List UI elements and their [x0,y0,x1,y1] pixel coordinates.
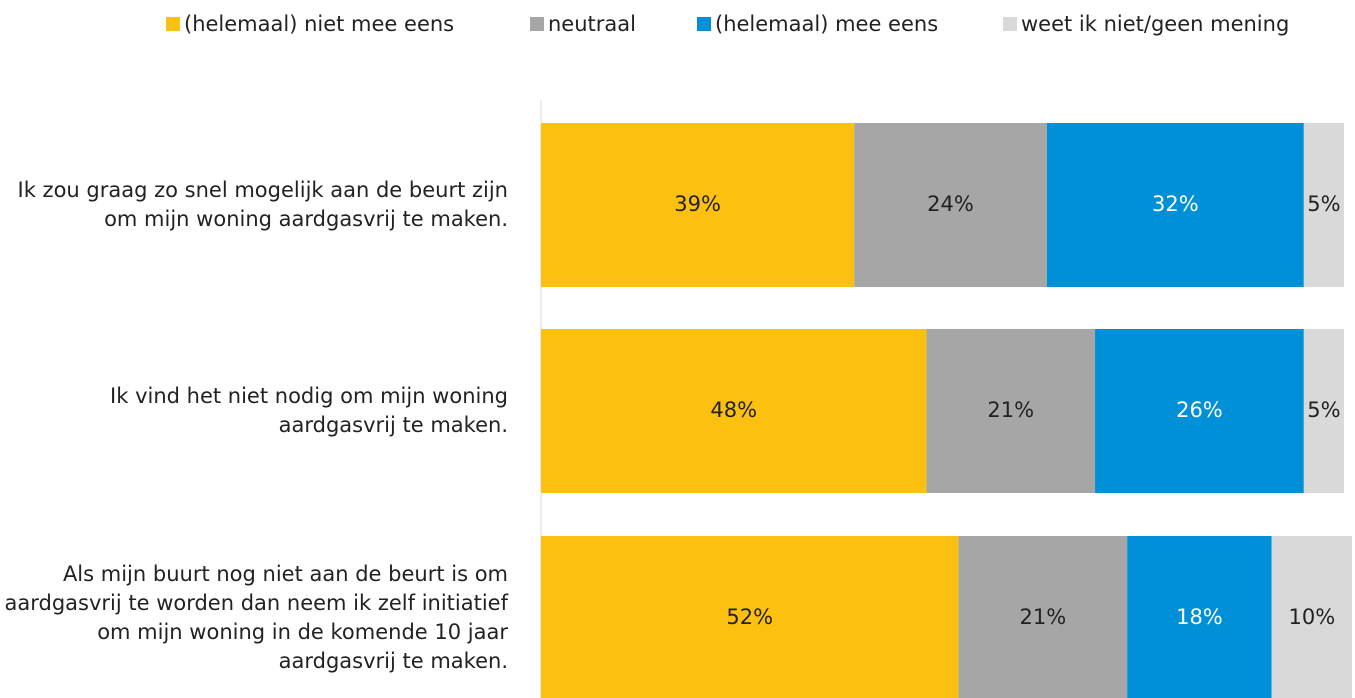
bar-segment [1303,123,1344,287]
value-label: 32% [1152,192,1199,216]
value-label: 24% [927,192,974,216]
value-label: 21% [1020,605,1067,629]
value-label: 39% [674,192,721,216]
value-label: 5% [1307,398,1340,422]
bar-segment [1127,536,1272,698]
bar-segment [1303,329,1344,493]
category-label: Ik vind het niet nodig om mijn woning aa… [110,384,508,437]
bar-segment [1046,123,1304,287]
legend-label: (helemaal) mee eens [715,12,938,36]
bar-segment [926,329,1096,493]
legend-swatch [697,17,711,31]
value-label: 52% [726,605,773,629]
value-label: 26% [1176,398,1223,422]
bar-segment [541,123,855,287]
value-label: 10% [1289,605,1336,629]
legend-label: neutraal [548,12,636,36]
value-label: 5% [1307,192,1340,216]
category-label: Ik zou graag zo snel mogelijk aan de beu… [17,178,508,231]
legend-swatch [166,17,180,31]
bar-segment [1271,536,1352,698]
bar-segment [854,123,1047,287]
category-label: Als mijn buurt nog niet aan de beurt is … [4,562,508,673]
legend-label: (helemaal) niet mee eens [184,12,454,36]
value-label: 18% [1176,605,1223,629]
bar-segment [541,536,959,698]
bar-segment [958,536,1128,698]
value-label: 48% [710,398,757,422]
bar-segment [1095,329,1304,493]
value-label: 21% [987,398,1034,422]
legend-swatch [1003,17,1017,31]
bar-segment [541,329,927,493]
legend-label: weet ik niet/geen mening [1021,12,1289,36]
legend-swatch [530,17,544,31]
